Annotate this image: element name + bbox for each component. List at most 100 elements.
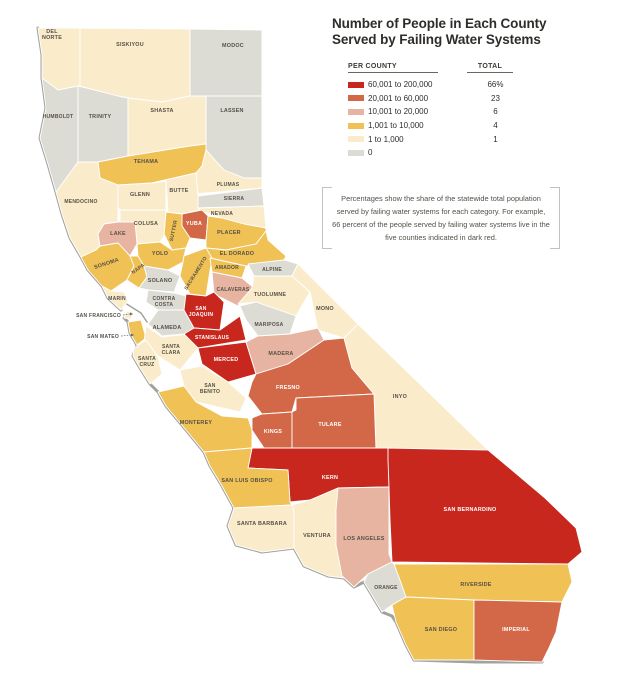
county-label-santa-cruz: SANTA CRUZ: [138, 356, 156, 368]
county-label-plumas: PLUMAS: [217, 182, 240, 188]
legend-row: 60,001 to 200,000 66%: [348, 78, 523, 92]
county-label-del-norte: DEL NORTE: [42, 29, 62, 41]
county-label-yuba: YUBA: [186, 221, 202, 227]
county-los-angeles: [335, 486, 393, 588]
county-san-mateo: [127, 319, 147, 346]
legend: PER COUNTY TOTAL 60,001 to 200,000 66% 20,…: [348, 63, 523, 160]
note-box: Percentages show the share of the statew…: [322, 187, 560, 249]
county-label-glenn: GLENN: [130, 192, 150, 198]
county-label-san-mateo: SAN MATEO: [87, 334, 119, 340]
county-label-yolo: YOLO: [152, 251, 168, 257]
legend-range-label: 1 to 1,000: [368, 134, 404, 144]
county-label-nevada: NEVADA: [211, 211, 233, 217]
county-san-bernardino: [387, 447, 583, 565]
county-label-placer: PLACER: [217, 230, 241, 236]
county-label-tehama: TEHAMA: [134, 159, 159, 165]
county-label-los-angeles: LOS ANGELES: [343, 536, 384, 542]
legend-row: 20,001 to 60,000 23: [348, 92, 523, 106]
county-label-marin: MARIN: [108, 296, 126, 302]
county-label-mendocino: MENDOCINO: [64, 199, 97, 205]
county-san-joaquin: [183, 291, 225, 331]
county-merced: [197, 341, 257, 383]
legend-row: 0: [348, 146, 523, 160]
county-label-san-benito: SAN BENITO: [200, 383, 220, 395]
county-label-contra-costa: CONTRA COSTA: [153, 296, 176, 308]
county-label-san-luis-obispo: SAN LUIS OBISPO: [221, 478, 272, 484]
legend-rows: 60,001 to 200,000 66% 20,001 to 60,000 23 10…: [348, 78, 523, 160]
legend-col-total: TOTAL: [467, 63, 513, 73]
county-label-ventura: VENTURA: [303, 533, 331, 539]
county-label-san-joaquin: SAN JOAQUIN: [189, 306, 214, 318]
county-label-fresno: FRESNO: [276, 385, 300, 391]
legend-row: 1 to 1,000 1: [348, 132, 523, 146]
county-label-amador: AMADOR: [215, 265, 239, 271]
county-label-butte: BUTTE: [169, 188, 188, 194]
county-label-humboldt: HUMBOLDT: [43, 114, 74, 120]
county-label-shasta: SHASTA: [150, 108, 173, 114]
county-label-riverside: RIVERSIDE: [460, 582, 491, 588]
county-label-lake: LAKE: [110, 231, 126, 237]
county-label-inyo: INYO: [393, 394, 407, 400]
legend-header: PER COUNTY TOTAL: [348, 63, 523, 73]
county-label-solano: SOLANO: [148, 278, 173, 284]
legend-range-label: 0: [368, 148, 373, 158]
county-trinity: [77, 85, 129, 163]
legend-col-per-county: PER COUNTY: [348, 63, 438, 73]
legend-swatch: [348, 95, 364, 102]
county-label-santa-clara: SANTA CLARA: [162, 344, 181, 356]
legend-row: 10,001 to 20,000 6: [348, 105, 523, 119]
legend-total-value: 66%: [487, 80, 504, 90]
county-label-sutter: SUTTER: [169, 220, 179, 242]
legend-range-label: 1,001 to 10,000: [368, 121, 424, 131]
county-label-el-dorado: EL DORADO: [220, 251, 255, 257]
county-label-tulare: TULARE: [318, 422, 342, 428]
title-line-1: Number of People in Each County: [332, 16, 547, 31]
county-label-san-bernardino: SAN BERNARDINO: [444, 507, 497, 513]
county-label-trinity: TRINITY: [89, 114, 112, 120]
legend-range-label: 20,001 to 60,000: [368, 93, 429, 103]
county-label-mono: MONO: [316, 306, 334, 312]
legend-row: 1,001 to 10,000 4: [348, 119, 523, 133]
county-label-tuolumne: TUOLUMNE: [254, 292, 287, 298]
county-label-san-diego: SAN DIEGO: [425, 627, 458, 633]
county-label-san-francisco: SAN FRANCISCO: [76, 313, 121, 319]
county-sutter: [163, 211, 191, 251]
county-label-merced: MERCED: [214, 357, 239, 363]
county-label-alameda: ALAMEDA: [153, 325, 182, 331]
county-solano: [138, 265, 181, 293]
legend-swatch: [348, 108, 364, 115]
legend-total-value: 23: [491, 93, 500, 103]
county-label-sierra: SIERRA: [224, 196, 245, 202]
county-label-stanislaus: STANISLAUS: [195, 335, 229, 341]
county-label-colusa: COLUSA: [134, 221, 158, 227]
county-label-imperial: IMPERIAL: [502, 627, 530, 633]
county-label-calaveras: CALAVERAS: [217, 287, 250, 293]
county-label-modoc: MODOC: [222, 43, 244, 49]
county-modoc: [189, 28, 263, 97]
legend-swatch: [348, 81, 364, 88]
county-label-kings: KINGS: [264, 429, 282, 435]
legend-range-label: 60,001 to 200,000: [368, 80, 433, 90]
county-label-alpine: ALPINE: [262, 267, 282, 273]
page-title: Number of People in Each County Served b…: [332, 16, 547, 47]
legend-total-value: 6: [493, 107, 498, 117]
title-line-2: Served by Failing Water Systems: [332, 31, 541, 47]
legend-range-label: 10,001 to 20,000: [368, 107, 429, 117]
note-text: Percentages show the share of the statew…: [332, 194, 550, 242]
label-pointer-arrowhead-san-mateo: [131, 333, 135, 337]
label-pointer-line-san-mateo: [120, 334, 132, 337]
legend-total-value: 1: [493, 134, 498, 144]
coastline-shadow: [124, 302, 148, 323]
county-san-francisco: [123, 310, 134, 320]
county-stanislaus: [183, 315, 247, 349]
county-label-mariposa: MARIPOSA: [255, 322, 284, 328]
legend-total-value: 4: [493, 121, 498, 131]
county-label-madera: MADERA: [268, 351, 293, 357]
county-santa-cruz: [132, 339, 163, 385]
legend-swatch: [348, 149, 364, 156]
county-marin: [101, 285, 129, 311]
county-label-orange: ORANGE: [374, 585, 398, 591]
county-label-lassen: LASSEN: [220, 108, 243, 114]
county-label-santa-barbara: SANTA BARBARA: [237, 521, 287, 527]
